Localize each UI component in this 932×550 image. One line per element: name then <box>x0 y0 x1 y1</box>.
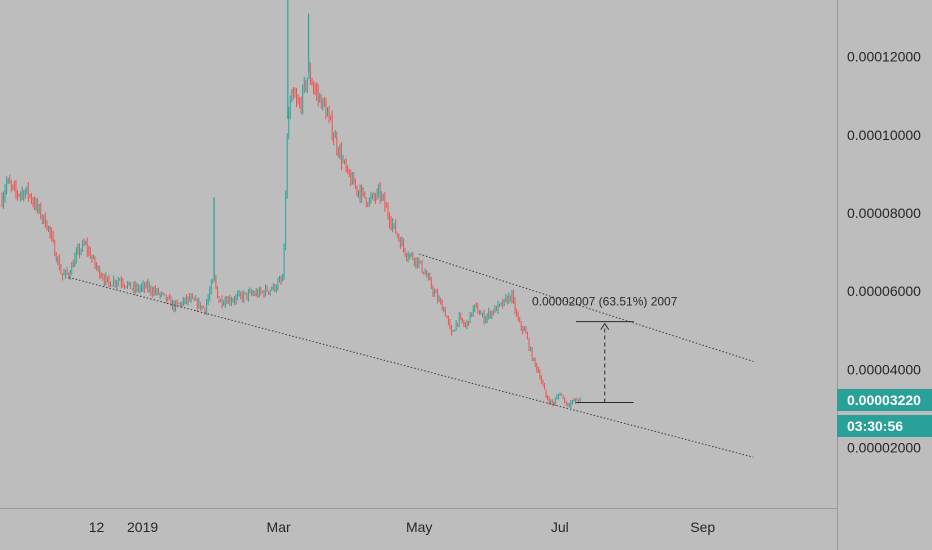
measure-arrowhead <box>600 322 610 330</box>
time-tick-label: May <box>406 519 432 535</box>
trendline <box>68 276 754 458</box>
time-tick-label: 2019 <box>127 519 158 535</box>
time-tick-label: 12 <box>89 519 105 535</box>
trendline <box>419 253 754 362</box>
time-tick-label: Mar <box>267 519 291 535</box>
time-tick-label: Jul <box>551 519 569 535</box>
price-axis[interactable]: 0.00002000 0.00004000 0.00006000 0.00008000… <box>847 49 921 456</box>
price-tick-label: 0.00010000 <box>847 127 921 143</box>
time-tick-label: Sep <box>690 519 715 535</box>
trendlines <box>68 253 754 458</box>
bar-countdown-badge: 03:30:56 <box>837 414 932 437</box>
price-tick-label: 0.00012000 <box>847 49 921 65</box>
time-axis[interactable]: 12 2019 Mar May Jul Sep <box>89 519 716 535</box>
plot-area[interactable] <box>1 0 581 408</box>
price-tick-label: 0.00006000 <box>847 283 921 299</box>
price-tick-label: 0.00002000 <box>847 439 921 455</box>
price-tick-label: 0.00008000 <box>847 205 921 221</box>
price-tick-label: 0.00004000 <box>847 361 921 377</box>
current-price-badge: 0.00003220 <box>837 388 932 411</box>
measure-tool: 0.00002007 (63.51%) 2007 <box>532 295 678 403</box>
measure-label: 0.00002007 (63.51%) 2007 <box>532 295 678 309</box>
